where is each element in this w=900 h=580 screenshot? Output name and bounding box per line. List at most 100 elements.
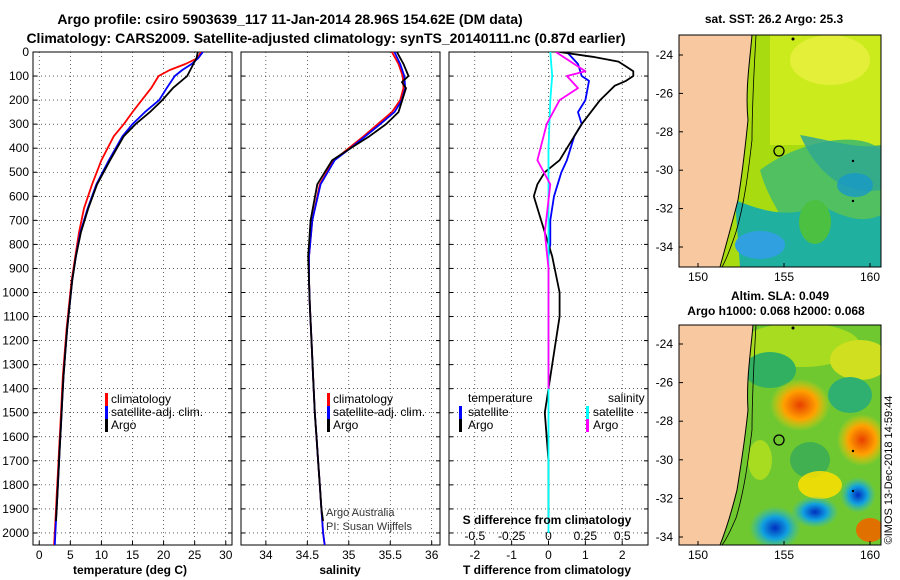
salinity-panel: 34 34.5 35 35.5 36 climatology satellite-adj… <box>240 51 441 577</box>
imos-credit: ©IMOS 13-Dec-2018 14:59:44 <box>883 396 895 545</box>
map-lat-label: -32 <box>656 202 674 216</box>
legend-satellite-swatch <box>327 406 330 419</box>
sst-cold-patch <box>837 173 873 197</box>
x-tick-label: 10 <box>95 548 109 562</box>
depth-tick-label: 1300 <box>2 358 29 372</box>
sst-cold-patch <box>735 231 785 259</box>
sla-high-eddy <box>770 379 830 431</box>
x-tick-label: 34.5 <box>296 548 320 562</box>
x-tick-label: 35.5 <box>379 548 403 562</box>
depth-tick-label: 800 <box>9 237 29 251</box>
legend-t-argo-label: Argo <box>468 418 494 432</box>
s-tick-label: 0.5 <box>614 529 631 543</box>
depth-tick-label: 1500 <box>2 406 29 420</box>
sla-patch <box>830 340 881 380</box>
legend-s-satellite-swatch <box>586 406 589 419</box>
legend-climatology-swatch <box>327 393 330 406</box>
x-tick-label: -2 <box>469 548 480 562</box>
depth-tick-label: 1000 <box>2 285 29 299</box>
sst-patch <box>799 200 831 244</box>
salinity-legend: climatology satellite-adj. clim. Argo <box>327 392 425 432</box>
depth-tick-label: 1100 <box>3 310 29 324</box>
s-tick-label: 0 <box>545 529 552 543</box>
island-marker <box>791 326 795 330</box>
legend-argo-swatch <box>327 419 330 432</box>
x-tick-label: 0 <box>545 548 552 562</box>
x-tick-label: 0 <box>36 548 43 562</box>
series-line-argo <box>307 52 410 522</box>
x-tick-label: 35 <box>342 548 356 562</box>
sla-patch <box>790 442 830 478</box>
legend-s-argo-label: Argo <box>593 418 619 432</box>
sla-patch <box>744 352 796 388</box>
x-tick-label: 15 <box>126 548 140 562</box>
sla-patch <box>828 377 872 413</box>
series-line-argo <box>55 52 199 522</box>
temperature-grid <box>33 51 232 545</box>
x-tick-label: 34 <box>259 548 273 562</box>
map-lat-label: -24 <box>656 48 674 62</box>
depth-axis-labels: 0 100 200 300 400 500 600 700 800 900 1000 1100 1200… <box>2 45 29 540</box>
argo-float-location <box>773 145 785 157</box>
difference-grid <box>449 51 648 545</box>
s-tick-label: 0.25 <box>574 529 598 543</box>
sla-map: Altim. SLA: 0.049 Argo h1000: 0.068 h200… <box>656 289 882 562</box>
map-lat-label: -26 <box>656 376 674 390</box>
legend-t-satellite-label: satellite <box>468 405 509 419</box>
legend-satellite-swatch <box>105 406 108 419</box>
legend-temperature-title: temperature <box>468 391 533 405</box>
map-lat-label: -26 <box>656 86 674 100</box>
depth-tick-label: 1800 <box>2 478 29 492</box>
map-lat-label: -24 <box>656 337 674 351</box>
map-lat-label: -34 <box>656 240 674 254</box>
difference-legend: temperature salinity satellite Argo sate… <box>459 391 645 432</box>
sla-map-axis: -24 -26 -28 -30 -32 -34 150 155 160 <box>656 337 881 562</box>
map-lon-label: 160 <box>860 548 880 562</box>
salinity-plot-frame <box>240 51 441 546</box>
legend-s-argo-swatch <box>586 419 589 432</box>
temperature-axis-ticks: 0 5 10 15 20 25 30 <box>36 548 233 562</box>
depth-tick-label: 1400 <box>2 382 29 396</box>
legend-climatology-label: climatology <box>111 392 171 406</box>
pi-note: PI: Susan Wijffels <box>326 521 412 533</box>
island-marker <box>791 37 795 41</box>
sst-warm-patch <box>790 35 870 85</box>
temperature-panel: 0100200300400500600700800900100011001200… <box>2 45 232 577</box>
s-difference-axis-ticks: -0.5 -0.25 0 0.25 0.5 <box>464 529 630 543</box>
difference-lines <box>532 52 635 533</box>
depth-tick-label: 600 <box>9 189 29 203</box>
series-line-s-argo <box>536 52 587 389</box>
legend-climatology-label: climatology <box>333 392 393 406</box>
header-title-line1: Argo profile: csiro 5903639_117 11-Jan-2… <box>57 11 522 27</box>
s-difference-label: S difference from climatology <box>463 513 632 527</box>
map-lat-label: -30 <box>656 453 674 467</box>
s-tick-label: -0.5 <box>464 529 485 543</box>
x-tick-label: 36 <box>425 548 439 562</box>
salinity-lines <box>307 52 410 545</box>
legend-satellite-label: satellite-adj. clim. <box>111 405 203 419</box>
depth-tick-label: 900 <box>9 261 29 275</box>
depth-tick-label: 1600 <box>2 430 29 444</box>
depth-tick-label: 1900 <box>2 502 29 516</box>
legend-t-argo-swatch <box>459 419 462 432</box>
depth-tick-label: 2000 <box>2 526 29 540</box>
depth-tick-label: 400 <box>9 141 29 155</box>
x-tick-label: 2 <box>619 548 626 562</box>
t-difference-label: T difference from climatology <box>463 563 631 577</box>
temperature-legend: climatology satellite-adj. clim. Argo <box>105 392 203 432</box>
sla-map-subtitle: Argo h1000: 0.068 h2000: 0.068 <box>687 304 865 318</box>
x-tick-label: 1 <box>582 548 589 562</box>
legend-argo-label: Argo <box>333 418 359 432</box>
island-marker <box>851 159 855 163</box>
map-lat-label: -34 <box>656 530 674 544</box>
x-tick-label: 30 <box>219 548 233 562</box>
shelf-contour <box>721 325 757 545</box>
depth-tick-label: 1700 <box>2 454 29 468</box>
sla-patch <box>748 440 772 480</box>
temperature-lines <box>53 52 204 545</box>
sla-low-eddy <box>749 506 801 545</box>
sla-map-frame <box>678 324 882 546</box>
t-difference-axis-ticks: -2 -1 0 1 2 <box>469 548 625 562</box>
sst-map: sat. SST: 26.2 Argo: 25.3 -24 -26 -28 -30 -3… <box>656 12 882 284</box>
salinity-grid <box>241 51 440 545</box>
